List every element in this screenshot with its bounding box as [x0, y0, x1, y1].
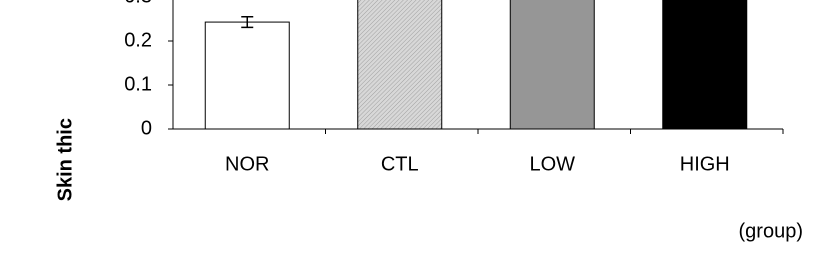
bar [357, 0, 443, 130]
bar [204, 21, 290, 130]
x-tick-label: CTL [381, 153, 419, 175]
x-tick-label: NOR [225, 153, 269, 175]
y-tick-label: 0.2 [124, 29, 152, 51]
x-tick-label: LOW [529, 153, 575, 175]
x-tick-label: HIGH [680, 153, 730, 175]
bar [662, 0, 748, 130]
y-tick-label: 0.1 [124, 73, 152, 95]
x-axis-label: (group) [739, 220, 803, 242]
error-bar [241, 16, 254, 29]
y-tick-label: 0 [141, 117, 152, 139]
bar [509, 0, 595, 130]
y-tick-label: 0.3 [124, 0, 152, 7]
y-axis-label: Skin thic [54, 118, 76, 201]
